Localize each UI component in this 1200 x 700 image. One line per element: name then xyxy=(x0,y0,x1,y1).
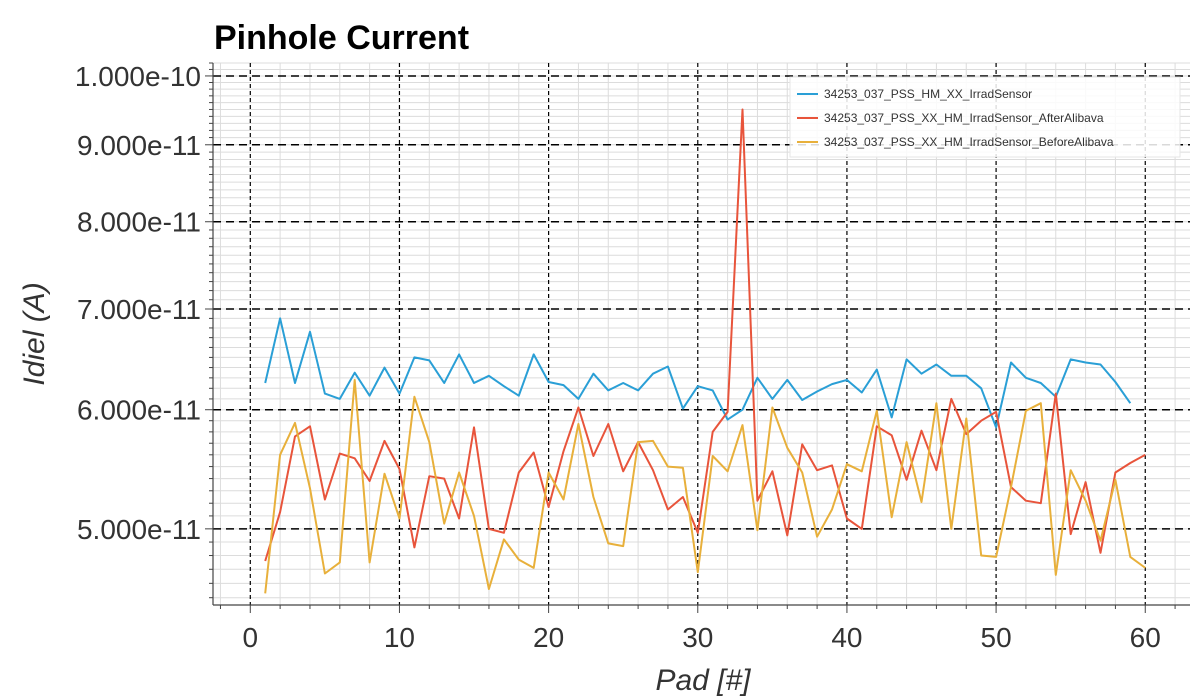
plot-area xyxy=(264,108,1146,594)
x-tick-label: 50 xyxy=(981,622,1012,653)
series-line-1 xyxy=(264,317,1132,429)
y-tick-label: 9.000e-11 xyxy=(77,130,201,161)
series-line-2 xyxy=(264,108,1146,562)
chart-title: Pinhole Current xyxy=(214,19,469,57)
legend-entry-3: 34253_037_PSS_XX_HM_IrradSensor_BeforeAl… xyxy=(824,135,1114,149)
y-tick-label: 8.000e-11 xyxy=(77,207,201,238)
y-axis-label: Idiel (A) xyxy=(18,282,51,385)
x-axis-label: Pad [#] xyxy=(655,664,751,697)
legend-entry-1: 34253_037_PSS_HM_XX_IrradSensor xyxy=(824,87,1032,101)
legend: 34253_037_PSS_HM_XX_IrradSensor 34253_037… xyxy=(789,76,1181,158)
axes xyxy=(205,62,1190,613)
x-tick-label: 60 xyxy=(1130,622,1161,653)
x-tick-label: 0 xyxy=(243,622,259,653)
x-tick-label: 30 xyxy=(682,622,713,653)
y-tick-labels: 5.000e-11 6.000e-11 7.000e-11 8.000e-11 9.00… xyxy=(75,61,201,545)
y-tick-label: 5.000e-11 xyxy=(77,514,201,545)
y-tick-label: 6.000e-11 xyxy=(77,395,201,426)
x-tick-label: 10 xyxy=(384,622,415,653)
series-line-3 xyxy=(264,378,1146,594)
x-tick-labels: 0 10 20 30 40 50 60 xyxy=(243,622,1161,653)
legend-entry-2: 34253_037_PSS_XX_HM_IrradSensor_AfterAli… xyxy=(824,111,1104,125)
legend-box xyxy=(789,76,1181,158)
y-tick-label: 1.000e-10 xyxy=(75,61,201,92)
x-tick-label: 20 xyxy=(533,622,564,653)
y-tick-label: 7.000e-11 xyxy=(77,294,201,325)
x-tick-label: 40 xyxy=(831,622,862,653)
